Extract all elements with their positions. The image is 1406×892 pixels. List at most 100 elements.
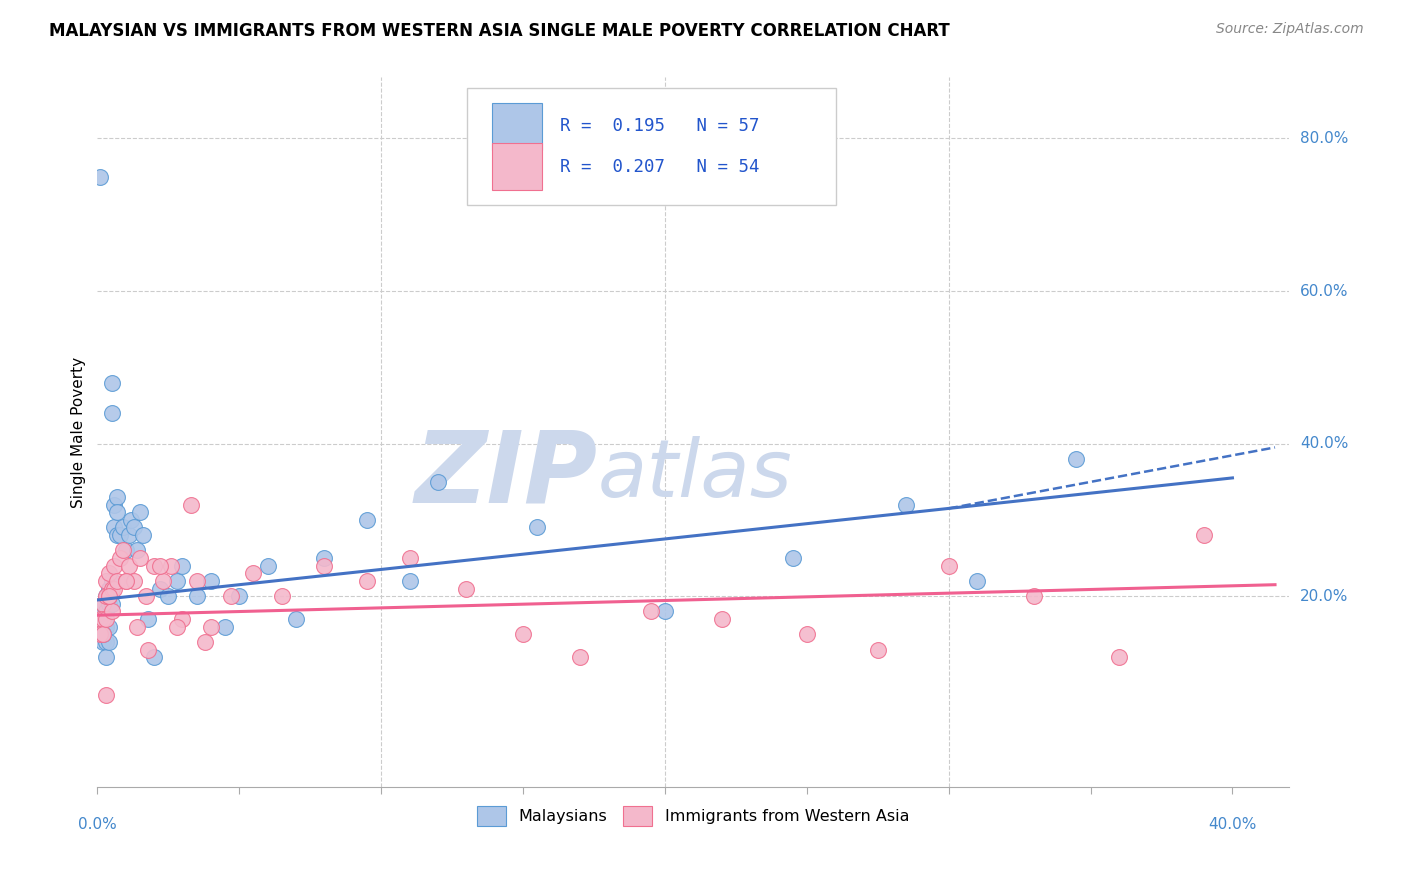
Point	[97, 566, 120, 581]
Point	[89, 620, 111, 634]
Point	[122, 574, 145, 588]
Point	[97, 597, 120, 611]
Point	[103, 498, 125, 512]
Point	[157, 589, 180, 603]
Point	[200, 620, 222, 634]
Point	[129, 551, 152, 566]
Text: atlas: atlas	[598, 435, 793, 514]
Point	[94, 574, 117, 588]
Point	[91, 627, 114, 641]
Point	[228, 589, 250, 603]
Point	[200, 574, 222, 588]
Point	[138, 612, 160, 626]
Text: 60.0%: 60.0%	[1301, 284, 1348, 299]
Point	[640, 604, 662, 618]
FancyBboxPatch shape	[492, 103, 541, 150]
Point	[108, 551, 131, 566]
Point	[94, 688, 117, 702]
Point	[94, 604, 117, 618]
Point	[219, 589, 242, 603]
FancyBboxPatch shape	[467, 88, 837, 205]
Text: R =  0.195   N = 57: R = 0.195 N = 57	[560, 118, 759, 136]
Point	[172, 612, 194, 626]
Point	[160, 558, 183, 573]
Point	[654, 604, 676, 618]
Point	[398, 574, 420, 588]
Text: Source: ZipAtlas.com: Source: ZipAtlas.com	[1216, 22, 1364, 37]
Point	[526, 520, 548, 534]
Point	[91, 597, 114, 611]
Point	[398, 551, 420, 566]
Point	[512, 627, 534, 641]
Point	[966, 574, 988, 588]
Point	[100, 604, 122, 618]
Text: 40.0%: 40.0%	[1208, 817, 1257, 832]
Point	[89, 612, 111, 626]
Point	[426, 475, 449, 489]
Point	[866, 642, 889, 657]
Point	[97, 589, 120, 603]
Point	[94, 620, 117, 634]
Point	[314, 558, 336, 573]
Text: ZIP: ZIP	[415, 426, 598, 524]
Point	[114, 574, 136, 588]
Y-axis label: Single Male Poverty: Single Male Poverty	[72, 357, 86, 508]
Point	[100, 376, 122, 390]
Text: 40.0%: 40.0%	[1301, 436, 1348, 451]
Point	[94, 589, 117, 603]
Point	[125, 543, 148, 558]
Point	[186, 589, 208, 603]
Point	[105, 505, 128, 519]
Point	[94, 612, 117, 626]
Point	[166, 574, 188, 588]
Point	[186, 574, 208, 588]
Point	[1192, 528, 1215, 542]
Point	[91, 612, 114, 626]
Point	[143, 558, 166, 573]
Point	[152, 574, 174, 588]
Point	[103, 582, 125, 596]
Point	[105, 574, 128, 588]
Point	[1022, 589, 1045, 603]
Point	[105, 528, 128, 542]
Point	[132, 528, 155, 542]
Point	[1108, 650, 1130, 665]
Text: 20.0%: 20.0%	[1301, 589, 1348, 604]
Text: 0.0%: 0.0%	[77, 817, 117, 832]
Point	[894, 498, 917, 512]
Point	[91, 627, 114, 641]
Legend: Malaysians, Immigrants from Western Asia: Malaysians, Immigrants from Western Asia	[471, 800, 915, 832]
Point	[108, 528, 131, 542]
Point	[1066, 451, 1088, 466]
Point	[97, 635, 120, 649]
Point	[270, 589, 292, 603]
Point	[356, 513, 378, 527]
Point	[105, 490, 128, 504]
Point	[710, 612, 733, 626]
Point	[91, 597, 114, 611]
Point	[172, 558, 194, 573]
Point	[89, 604, 111, 618]
Point	[97, 620, 120, 634]
Text: R =  0.207   N = 54: R = 0.207 N = 54	[560, 158, 759, 176]
Point	[138, 642, 160, 657]
Point	[129, 505, 152, 519]
Point	[100, 597, 122, 611]
Point	[94, 635, 117, 649]
Point	[125, 620, 148, 634]
Point	[89, 169, 111, 184]
Point	[166, 620, 188, 634]
Point	[114, 574, 136, 588]
Point	[97, 582, 120, 596]
Point	[111, 520, 134, 534]
Point	[100, 574, 122, 588]
Point	[94, 589, 117, 603]
Point	[149, 558, 172, 573]
Point	[456, 582, 478, 596]
Point	[117, 528, 139, 542]
Point	[117, 558, 139, 573]
Point	[180, 498, 202, 512]
Point	[114, 543, 136, 558]
Point	[89, 627, 111, 641]
Point	[149, 582, 172, 596]
